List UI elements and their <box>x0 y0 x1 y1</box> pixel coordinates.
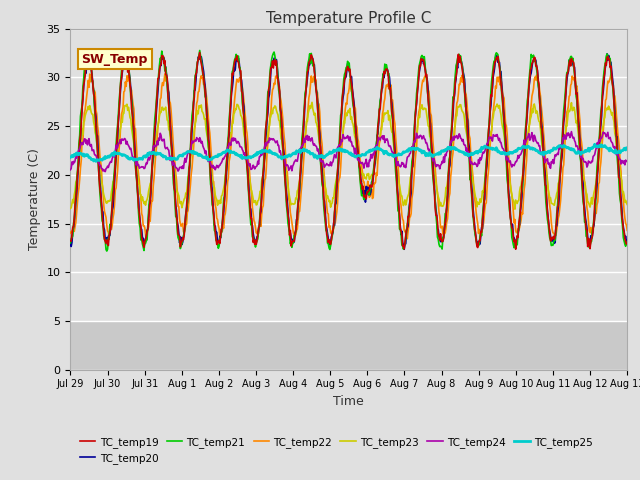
TC_temp23 <box>308 99 316 105</box>
TC_temp23 <box>623 202 631 207</box>
TC_temp23 <box>417 105 425 111</box>
Y-axis label: Temperature (C): Temperature (C) <box>28 148 41 250</box>
TC_temp22 <box>221 211 229 216</box>
TC_temp19 <box>134 192 141 197</box>
TC_temp22 <box>134 165 141 170</box>
TC_temp21 <box>221 179 229 185</box>
X-axis label: Time: Time <box>333 395 364 408</box>
TC_temp25 <box>434 151 442 157</box>
TC_temp24 <box>623 159 631 165</box>
TC_temp19 <box>67 238 74 244</box>
TC_temp24 <box>417 133 425 139</box>
Line: TC_temp23: TC_temp23 <box>70 102 627 209</box>
TC_temp21 <box>191 73 199 79</box>
TC_temp22 <box>623 228 631 233</box>
TC_temp21 <box>103 248 111 254</box>
TC_temp22 <box>418 82 426 87</box>
TC_temp23 <box>220 185 228 191</box>
TC_temp21 <box>77 113 84 119</box>
Line: TC_temp22: TC_temp22 <box>70 74 627 241</box>
Legend: TC_temp19, TC_temp20, TC_temp21, TC_temp22, TC_temp23, TC_temp24, TC_temp25: TC_temp19, TC_temp20, TC_temp21, TC_temp… <box>76 433 597 468</box>
Line: TC_temp19: TC_temp19 <box>70 52 627 249</box>
TC_temp19 <box>434 219 442 225</box>
TC_temp23 <box>191 126 198 132</box>
TC_temp20 <box>417 59 425 64</box>
TC_temp25 <box>134 156 142 162</box>
TC_temp20 <box>134 190 141 196</box>
TC_temp25 <box>92 158 100 164</box>
TC_temp23 <box>511 206 519 212</box>
TC_temp24 <box>134 162 142 168</box>
TC_temp23 <box>434 191 442 197</box>
TC_temp24 <box>101 169 109 175</box>
TC_temp22 <box>67 230 74 236</box>
TC_temp25 <box>191 150 199 156</box>
Line: TC_temp25: TC_temp25 <box>70 144 627 161</box>
TC_temp20 <box>623 238 631 244</box>
TC_temp20 <box>67 239 74 245</box>
TC_temp20 <box>604 51 611 57</box>
Title: Temperature Profile C: Temperature Profile C <box>266 11 431 26</box>
TC_temp19 <box>512 246 520 252</box>
Line: TC_temp20: TC_temp20 <box>70 54 627 249</box>
TC_temp22 <box>192 113 200 119</box>
TC_temp19 <box>221 197 228 203</box>
TC_temp19 <box>623 240 631 246</box>
TC_temp19 <box>417 56 425 61</box>
TC_temp20 <box>220 208 228 214</box>
TC_temp24 <box>67 167 74 173</box>
TC_temp21 <box>623 240 631 246</box>
TC_temp22 <box>161 71 169 77</box>
TC_temp25 <box>221 150 228 156</box>
TC_temp22 <box>143 238 150 244</box>
TC_temp23 <box>134 173 141 179</box>
TC_temp21 <box>67 240 74 246</box>
TC_temp24 <box>191 137 199 143</box>
TC_temp19 <box>196 49 204 55</box>
TC_temp20 <box>434 226 442 232</box>
TC_temp25 <box>77 151 84 156</box>
TC_temp24 <box>221 154 228 160</box>
Line: TC_temp21: TC_temp21 <box>70 50 627 251</box>
TC_temp22 <box>77 165 84 171</box>
TC_temp19 <box>77 132 84 138</box>
Text: SW_Temp: SW_Temp <box>81 53 148 66</box>
TC_temp25 <box>67 155 74 160</box>
TC_temp19 <box>191 94 198 100</box>
Bar <box>70 321 627 370</box>
TC_temp25 <box>591 142 598 147</box>
TC_temp23 <box>67 205 74 211</box>
TC_temp24 <box>568 129 575 134</box>
TC_temp24 <box>434 163 442 168</box>
TC_temp20 <box>401 246 408 252</box>
TC_temp23 <box>77 145 84 151</box>
TC_temp25 <box>417 148 425 154</box>
TC_temp25 <box>623 145 631 151</box>
TC_temp21 <box>418 52 426 58</box>
TC_temp22 <box>435 200 442 205</box>
TC_temp24 <box>77 143 84 149</box>
Line: TC_temp24: TC_temp24 <box>70 132 627 172</box>
TC_temp21 <box>134 210 142 216</box>
TC_temp21 <box>196 48 204 53</box>
TC_temp21 <box>435 237 442 242</box>
TC_temp20 <box>191 88 198 94</box>
TC_temp20 <box>77 136 84 142</box>
